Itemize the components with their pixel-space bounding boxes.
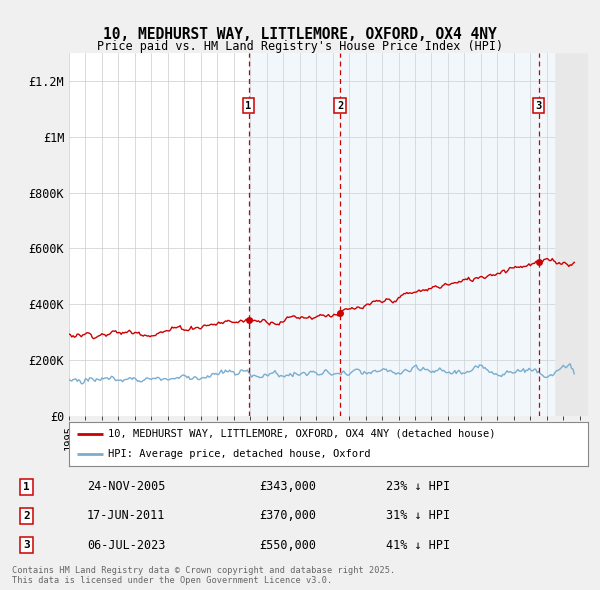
Text: 17-JUN-2011: 17-JUN-2011 bbox=[87, 509, 165, 522]
Text: 23% ↓ HPI: 23% ↓ HPI bbox=[386, 480, 451, 493]
Text: £370,000: £370,000 bbox=[260, 509, 317, 522]
Text: 3: 3 bbox=[23, 540, 30, 550]
Text: Contains HM Land Registry data © Crown copyright and database right 2025.
This d: Contains HM Land Registry data © Crown c… bbox=[12, 566, 395, 585]
Bar bbox=[248, 53, 340, 416]
Bar bbox=[539, 53, 555, 416]
Text: 10, MEDHURST WAY, LITTLEMORE, OXFORD, OX4 4NY (detached house): 10, MEDHURST WAY, LITTLEMORE, OXFORD, OX… bbox=[108, 429, 496, 439]
Text: 41% ↓ HPI: 41% ↓ HPI bbox=[386, 539, 451, 552]
Text: 2: 2 bbox=[337, 101, 343, 111]
Text: £550,000: £550,000 bbox=[260, 539, 317, 552]
Bar bbox=[340, 53, 539, 416]
Bar bbox=[555, 53, 588, 416]
Text: 31% ↓ HPI: 31% ↓ HPI bbox=[386, 509, 451, 522]
Text: 10, MEDHURST WAY, LITTLEMORE, OXFORD, OX4 4NY: 10, MEDHURST WAY, LITTLEMORE, OXFORD, OX… bbox=[103, 27, 497, 42]
Text: 1: 1 bbox=[245, 101, 252, 111]
Text: 06-JUL-2023: 06-JUL-2023 bbox=[87, 539, 165, 552]
Text: 1: 1 bbox=[23, 481, 30, 491]
Text: HPI: Average price, detached house, Oxford: HPI: Average price, detached house, Oxfo… bbox=[108, 449, 370, 459]
Text: £343,000: £343,000 bbox=[260, 480, 317, 493]
Text: 2: 2 bbox=[23, 511, 30, 521]
Text: 3: 3 bbox=[536, 101, 542, 111]
Text: Price paid vs. HM Land Registry's House Price Index (HPI): Price paid vs. HM Land Registry's House … bbox=[97, 40, 503, 53]
Text: 24-NOV-2005: 24-NOV-2005 bbox=[87, 480, 165, 493]
